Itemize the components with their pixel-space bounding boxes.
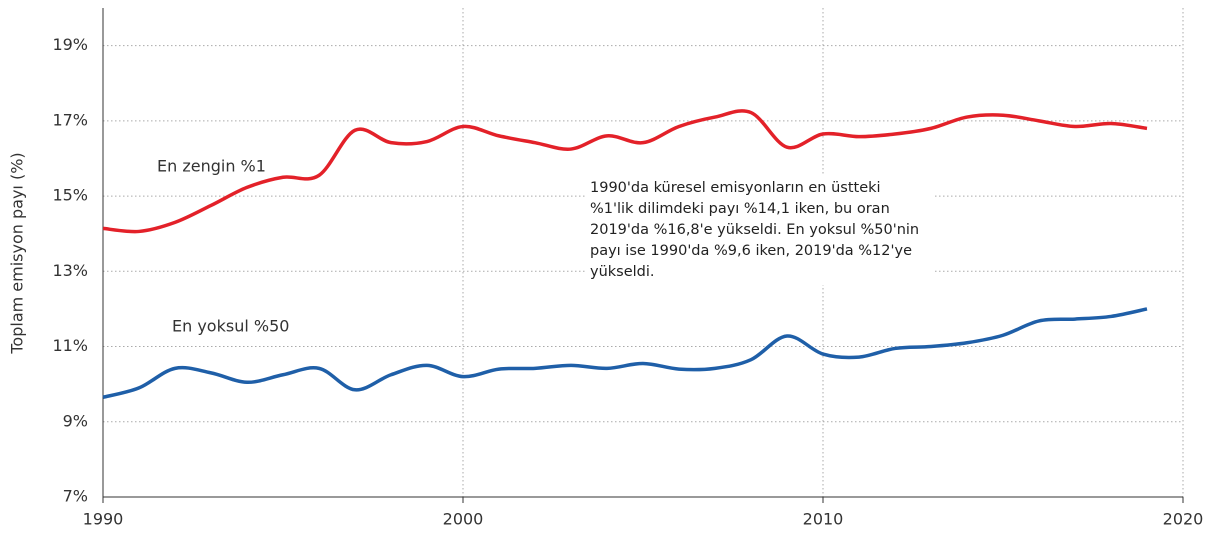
y-tick-label: 11% [52, 336, 88, 355]
x-tick-label: 2020 [1163, 510, 1204, 529]
annotation-line: 2019'da %16,8'e yükseldi. En yoksul %50'… [590, 222, 920, 238]
line-series [102, 307, 1148, 400]
annotation: 1990'da küresel emisyonların en üstteki%… [586, 176, 934, 285]
series-label: En zengin %1 [157, 157, 266, 176]
y-tick-label: 13% [52, 261, 88, 280]
series-label: En yoksul %50 [172, 317, 289, 336]
x-tick-label: 2000 [443, 510, 484, 529]
line-series [102, 109, 1148, 234]
y-tick-label: 19% [52, 35, 88, 54]
annotation-line: payı ise 1990'da %9,6 iken, 2019'da %12'… [590, 243, 912, 259]
y-tick-label: 15% [52, 186, 88, 205]
y-axis-label: Toplam emisyon payı (%) [8, 152, 27, 354]
x-tick-label: 1990 [83, 510, 124, 529]
x-tick-label: 2010 [803, 510, 844, 529]
annotation-line: %1'lik dilimdeki payı %14,1 iken, bu ora… [590, 201, 890, 217]
annotation-line: 1990'da küresel emisyonların en üstteki [590, 180, 881, 196]
annotation-line: yükseldi. [590, 264, 655, 280]
y-tick-label: 17% [52, 110, 88, 129]
y-tick-label: 9% [63, 411, 88, 430]
y-tick-label: 7% [63, 487, 88, 506]
